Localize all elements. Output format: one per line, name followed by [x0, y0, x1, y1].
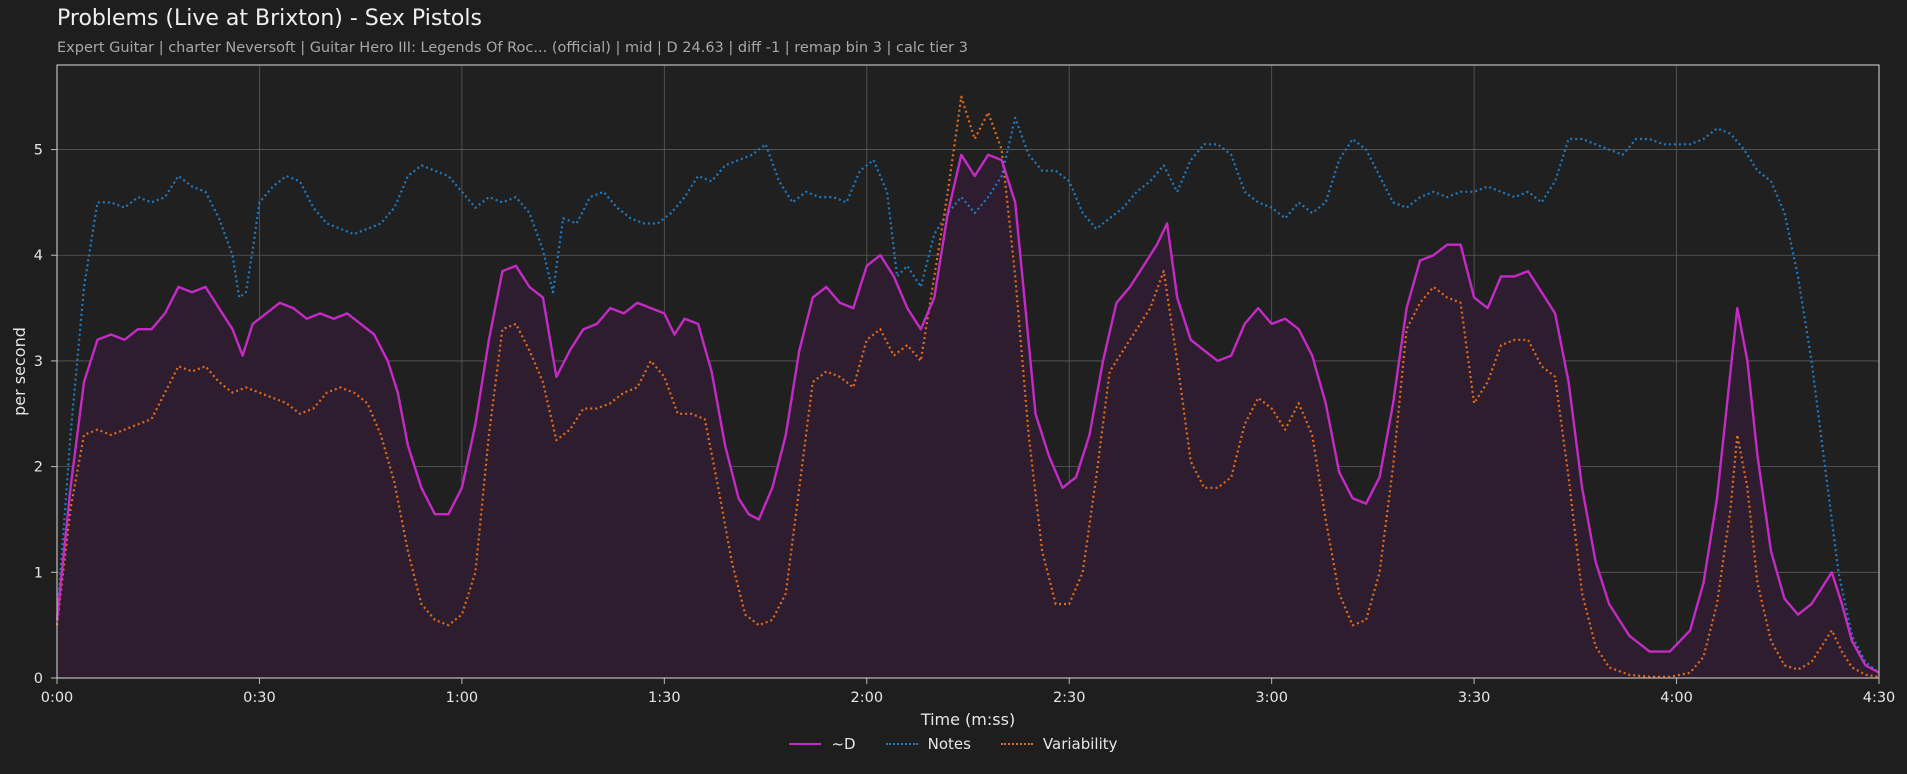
- legend-swatch: [885, 743, 918, 745]
- chart: 0:00 0:30 1:00 1:30 2:00 2:30 3:00 3:30 4:00 4:30…: [10, 64, 1896, 729]
- axes: 0:00 0:30 1:00 1:30 2:00 2:30 3:00 3:30 4:00 4:30…: [34, 64, 1896, 706]
- legend-swatch: [789, 743, 822, 745]
- legend-label: ~D: [831, 735, 856, 753]
- legend-item: Variability: [1000, 735, 1118, 753]
- y-tick-label: 1: [34, 565, 43, 581]
- x-tick-label: 3:30: [1458, 690, 1491, 706]
- x-tick-label: 0:30: [243, 690, 276, 706]
- chart-legend: ~D Notes Variability: [0, 735, 1907, 753]
- series-line-variability: [55, 95, 1880, 679]
- x-axis-label: Time (m:ss): [920, 710, 1015, 729]
- series-area-d: [57, 154, 1879, 679]
- x-tick-label: 0:00: [41, 690, 74, 706]
- series-line-d: [55, 153, 1880, 674]
- y-axis-label: per second: [10, 327, 29, 416]
- x-tick-label: 1:00: [446, 690, 479, 706]
- chart-subtitle: Expert Guitar | charter Neversoft | Guit…: [57, 40, 968, 56]
- y-tick-label: 5: [34, 143, 43, 159]
- legend-item: Notes: [885, 735, 971, 753]
- y-tick-label: 4: [34, 248, 43, 264]
- x-tick-label: 2:30: [1053, 690, 1086, 706]
- legend-item: ~D: [789, 735, 856, 753]
- x-tick-label: 4:00: [1660, 690, 1693, 706]
- x-tick-label: 1:30: [648, 690, 681, 706]
- x-tick-label: 2:00: [850, 690, 883, 706]
- legend-label: Variability: [1042, 735, 1118, 753]
- y-tick-label: 0: [34, 671, 43, 687]
- y-tick-label: 2: [34, 460, 43, 476]
- x-tick-label: 4:30: [1863, 690, 1896, 706]
- plot-area: [55, 65, 1880, 679]
- y-tick-label: 3: [34, 354, 43, 370]
- plot-frame: [56, 64, 1880, 679]
- legend-swatch: [1000, 743, 1033, 745]
- chart-title: Problems (Live at Brixton) - Sex Pistols: [57, 6, 482, 31]
- x-tick-label: 3:00: [1255, 690, 1288, 706]
- legend-label: Notes: [927, 735, 971, 753]
